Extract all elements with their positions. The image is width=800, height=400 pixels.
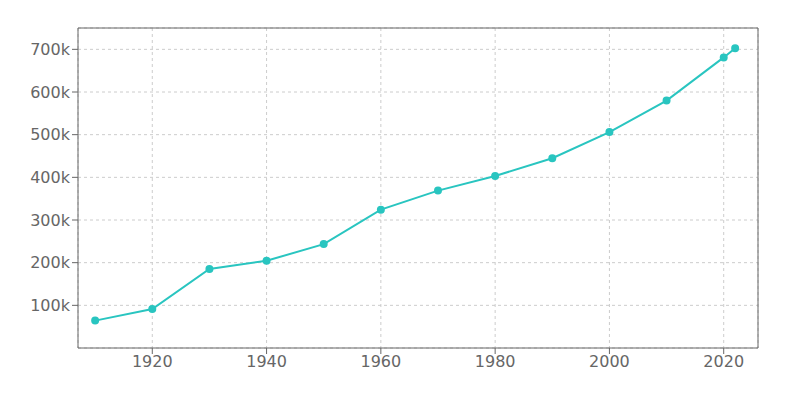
svg-text:1980: 1980: [475, 352, 516, 371]
svg-text:100k: 100k: [30, 296, 71, 315]
svg-text:2000: 2000: [589, 352, 630, 371]
svg-text:600k: 600k: [30, 83, 71, 102]
svg-text:400k: 400k: [30, 168, 71, 187]
svg-text:1920: 1920: [132, 352, 173, 371]
svg-text:700k: 700k: [30, 40, 71, 59]
svg-text:300k: 300k: [30, 211, 71, 230]
svg-text:200k: 200k: [30, 253, 71, 272]
svg-text:1940: 1940: [246, 352, 287, 371]
svg-text:2020: 2020: [703, 352, 744, 371]
svg-text:500k: 500k: [30, 125, 71, 144]
svg-text:1960: 1960: [360, 352, 401, 371]
